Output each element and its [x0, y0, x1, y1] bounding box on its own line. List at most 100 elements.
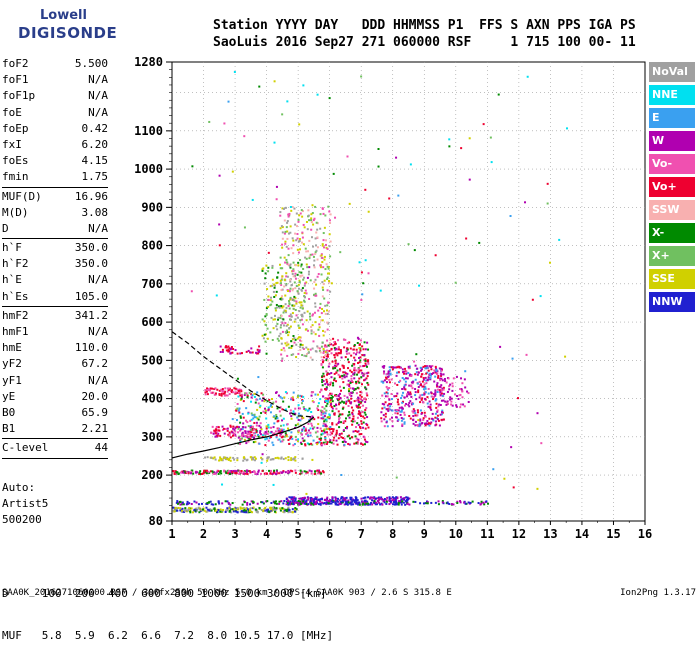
echo-dot [386, 392, 389, 395]
param-row: foF1p N/A [2, 88, 108, 104]
x-tick-label: 10 [449, 527, 463, 541]
echo-dot [353, 500, 356, 503]
echo-dot [246, 501, 249, 504]
echo-dot [208, 120, 211, 123]
echo-dot [327, 265, 330, 268]
echo-dot [517, 397, 520, 400]
echo-dot [323, 345, 326, 348]
echo-dot [177, 472, 180, 475]
echo-dot [296, 225, 299, 228]
echo-dot [210, 456, 213, 459]
echo-dot [262, 267, 265, 270]
echo-dot [396, 497, 399, 500]
echo-dot [365, 422, 368, 425]
echo-dot [388, 499, 391, 502]
echo-dot [367, 371, 370, 374]
echo-dot [353, 345, 356, 348]
echo-dot [434, 412, 437, 415]
echo-dot [412, 415, 415, 418]
echo-dot [401, 401, 404, 404]
echo-dot [384, 412, 387, 415]
echo-dot [270, 507, 273, 510]
echo-dot [282, 400, 285, 403]
echo-dot [309, 431, 312, 434]
echo-dot [274, 309, 277, 312]
echo-dot [326, 304, 329, 307]
echo-dot [305, 263, 308, 266]
echo-dot [239, 443, 242, 446]
echo-dot [185, 472, 188, 475]
echo-dot [274, 307, 277, 310]
echo-dot [363, 436, 366, 439]
echo-dot [367, 362, 370, 365]
echo-dot [292, 268, 295, 271]
echo-dot [301, 343, 304, 346]
echo-dot [329, 343, 332, 346]
echo-dot [233, 507, 236, 510]
echo-dot [298, 237, 301, 240]
echo-dot [306, 409, 309, 412]
echo-dot [285, 226, 288, 229]
echo-dot [311, 458, 314, 461]
echo-dot [299, 212, 302, 215]
echo-dot [355, 442, 358, 445]
echo-dot [321, 207, 324, 210]
echo-dot [301, 236, 304, 239]
echo-dot [315, 231, 318, 234]
echo-dot [236, 402, 239, 405]
echo-dot [312, 219, 315, 222]
echo-dot [386, 404, 389, 407]
echo-dot [287, 471, 290, 474]
echo-dot [267, 510, 270, 513]
echo-dot [344, 420, 347, 423]
echo-dot [329, 290, 332, 293]
echo-dot [438, 367, 441, 370]
echo-dot [267, 456, 270, 459]
echo-dot [326, 428, 329, 431]
echo-dot [252, 501, 255, 504]
echo-dot [429, 406, 432, 409]
echo-dot [272, 483, 275, 486]
echo-dot [412, 500, 415, 503]
echo-dot [310, 332, 313, 335]
echo-dot [293, 295, 296, 298]
echo-dot [383, 392, 386, 395]
echo-dot [389, 418, 392, 421]
echo-dot [296, 273, 299, 276]
echo-dot [359, 390, 362, 393]
echo-dot [219, 470, 222, 473]
echo-dot [205, 469, 208, 472]
echo-dot [314, 292, 317, 295]
echo-dot [336, 398, 339, 401]
echo-dot [357, 438, 360, 441]
echo-dot [406, 393, 409, 396]
echo-dot [270, 430, 273, 433]
echo-dot [317, 309, 320, 312]
echo-dot [435, 402, 438, 405]
echo-dot [271, 278, 274, 281]
echo-dot [383, 501, 386, 504]
echo-dot [346, 372, 349, 375]
echo-dot [282, 424, 285, 427]
echo-dot [345, 352, 348, 355]
echo-dot [346, 342, 349, 345]
echo-dot [239, 437, 242, 440]
param-row: M(D) 3.08 [2, 205, 108, 221]
echo-dot [321, 281, 324, 284]
echo-dot [290, 398, 293, 401]
echo-dot [362, 497, 365, 500]
echo-dot [214, 392, 217, 395]
echo-dot [460, 388, 463, 391]
echo-dot [320, 433, 323, 436]
echo-dot [448, 502, 451, 505]
echo-dot [391, 409, 394, 412]
echo-dot [242, 422, 245, 425]
param-key: MUF(D) [2, 189, 42, 203]
echo-dot [242, 471, 245, 474]
echo-dot [287, 459, 290, 462]
echo-dot [291, 508, 294, 511]
echo-dot [323, 431, 326, 434]
echo-dot [285, 272, 288, 275]
echo-dot [322, 334, 325, 337]
echo-dot [438, 389, 441, 392]
